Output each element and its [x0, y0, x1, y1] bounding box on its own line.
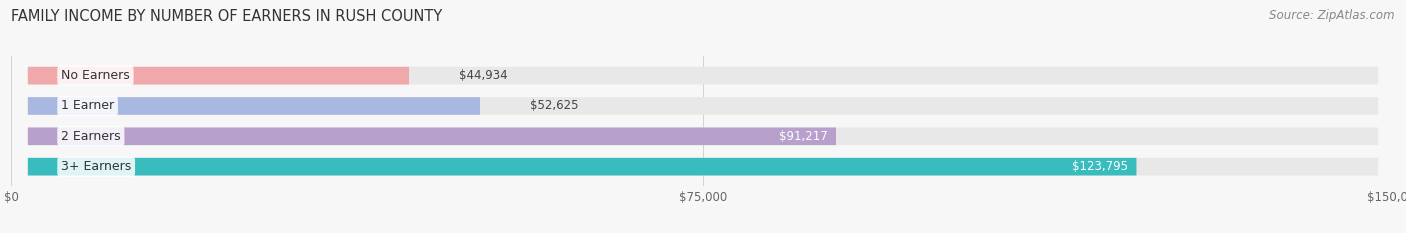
- Text: $44,934: $44,934: [458, 69, 508, 82]
- Text: No Earners: No Earners: [60, 69, 129, 82]
- Text: $91,217: $91,217: [779, 130, 828, 143]
- Text: FAMILY INCOME BY NUMBER OF EARNERS IN RUSH COUNTY: FAMILY INCOME BY NUMBER OF EARNERS IN RU…: [11, 9, 443, 24]
- FancyBboxPatch shape: [28, 97, 1378, 115]
- Text: Source: ZipAtlas.com: Source: ZipAtlas.com: [1270, 9, 1395, 22]
- FancyBboxPatch shape: [28, 127, 1378, 145]
- FancyBboxPatch shape: [28, 158, 1378, 175]
- Text: 3+ Earners: 3+ Earners: [60, 160, 131, 173]
- Text: 1 Earner: 1 Earner: [60, 99, 114, 113]
- Text: 2 Earners: 2 Earners: [60, 130, 121, 143]
- FancyBboxPatch shape: [28, 67, 409, 84]
- FancyBboxPatch shape: [28, 158, 1136, 175]
- FancyBboxPatch shape: [28, 67, 1378, 84]
- FancyBboxPatch shape: [28, 97, 479, 115]
- Text: $123,795: $123,795: [1073, 160, 1128, 173]
- Text: $52,625: $52,625: [530, 99, 578, 113]
- FancyBboxPatch shape: [28, 127, 837, 145]
